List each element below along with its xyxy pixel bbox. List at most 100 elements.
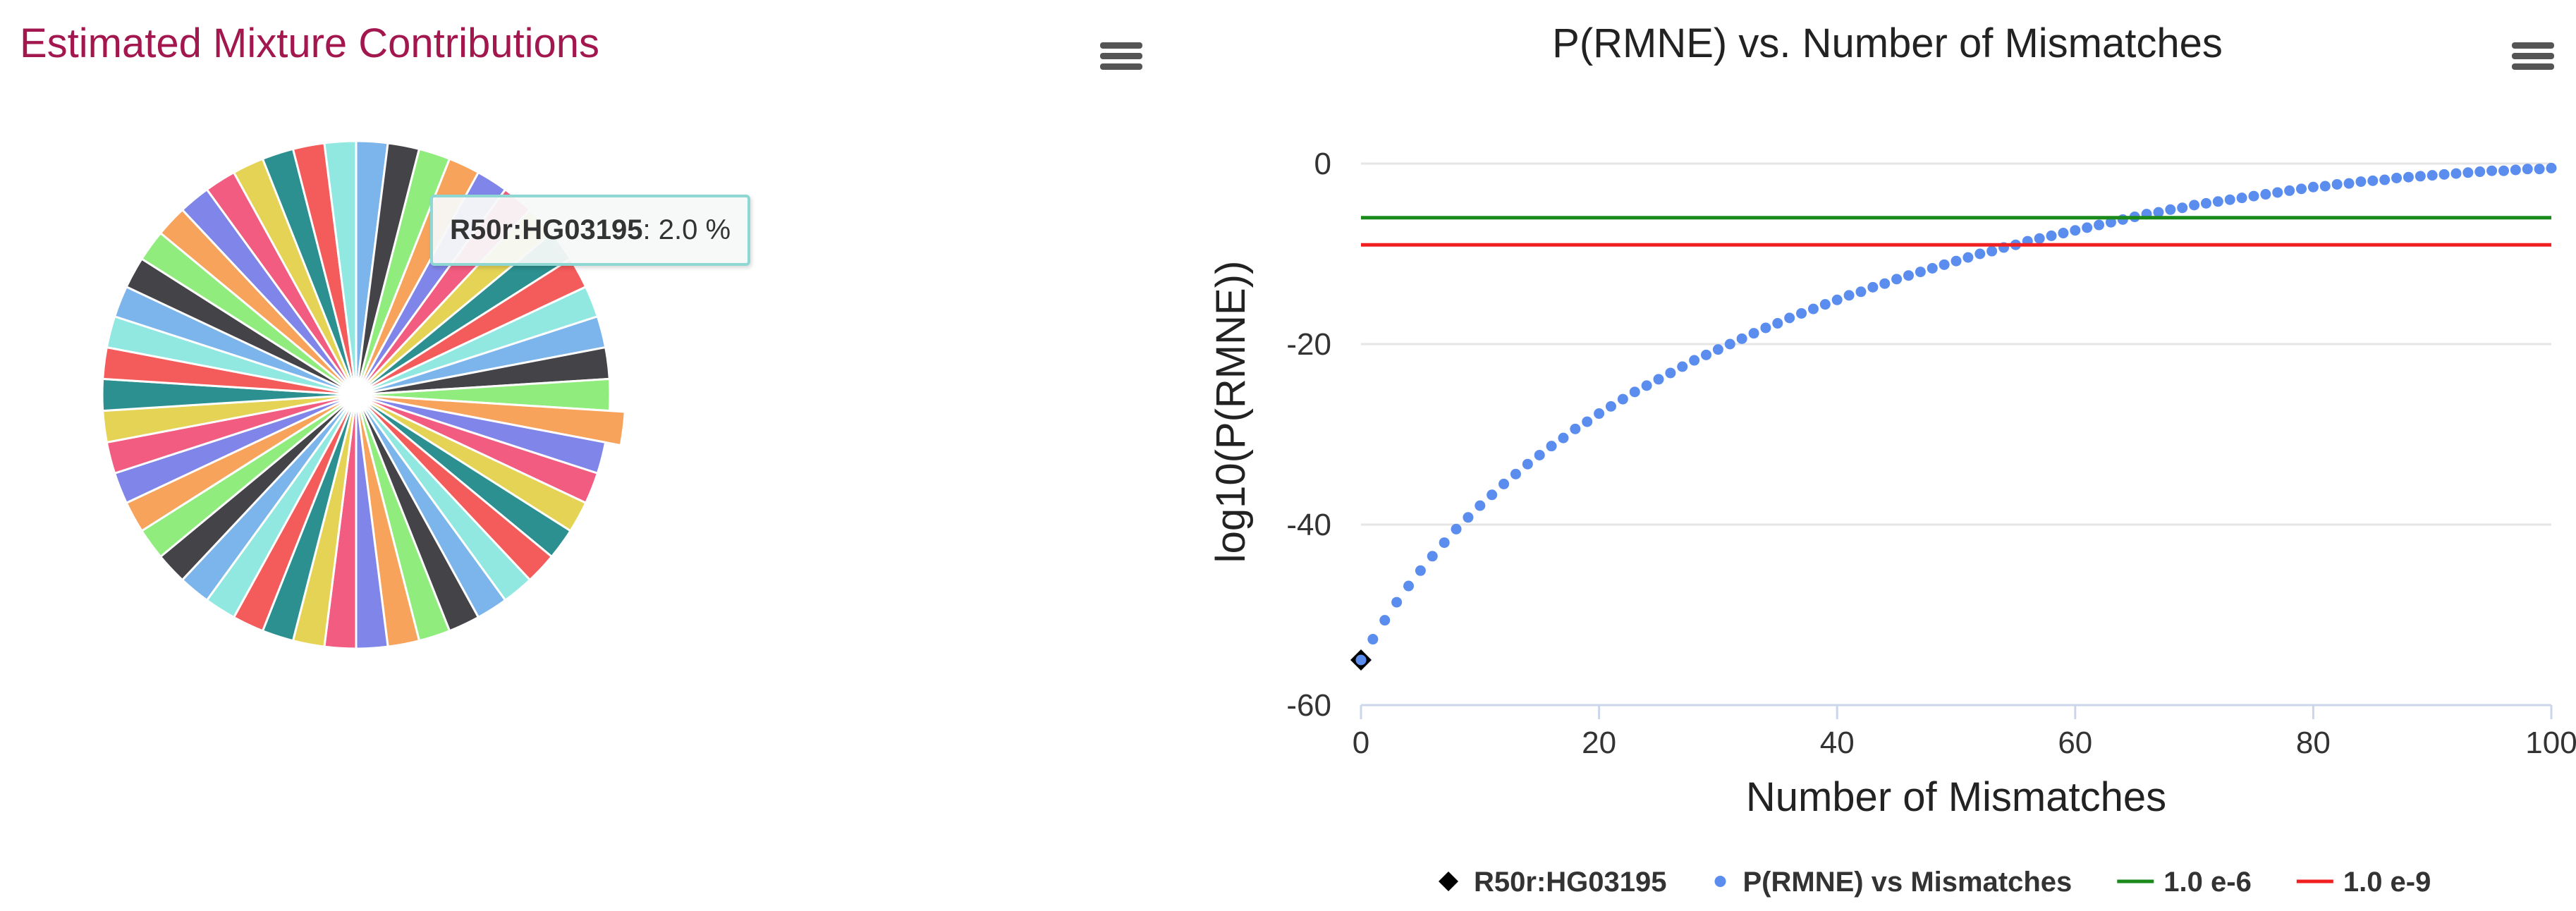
data-point[interactable] (2331, 178, 2343, 190)
data-point[interactable] (1712, 344, 1723, 355)
data-point[interactable] (2438, 169, 2450, 180)
data-point[interactable] (1415, 565, 1426, 576)
data-point[interactable] (1689, 355, 1700, 366)
data-point[interactable] (2212, 196, 2223, 207)
data-point[interactable] (1843, 290, 1855, 301)
data-point[interactable] (1629, 386, 1640, 398)
data-point[interactable] (1962, 252, 1974, 263)
data-point[interactable] (1570, 423, 1581, 434)
data-point[interactable] (1522, 458, 1533, 470)
data-point[interactable] (1653, 374, 1664, 385)
data-point[interactable] (2189, 200, 2200, 211)
data-point[interactable] (2153, 207, 2164, 218)
data-point[interactable] (2415, 171, 2426, 182)
data-point[interactable] (1724, 338, 1735, 350)
data-point[interactable] (2462, 167, 2474, 178)
data-point[interactable] (2522, 164, 2533, 175)
data-point[interactable] (1487, 489, 1498, 501)
data-point[interactable] (2082, 222, 2093, 233)
data-point[interactable] (1796, 307, 1807, 319)
data-point[interactable] (2379, 174, 2391, 185)
data-point[interactable] (2474, 166, 2486, 178)
data-point[interactable] (2236, 192, 2247, 204)
data-point[interactable] (2427, 170, 2438, 181)
data-point[interactable] (1784, 312, 1795, 324)
data-point[interactable] (2117, 214, 2128, 225)
data-point[interactable] (2343, 178, 2355, 189)
data-point[interactable] (1891, 274, 1903, 285)
data-point[interactable] (2165, 204, 2176, 215)
data-point[interactable] (1915, 267, 1926, 278)
data-point[interactable] (2510, 164, 2521, 176)
data-point[interactable] (1831, 294, 1843, 305)
data-point[interactable] (2284, 185, 2295, 196)
data-point[interactable] (2094, 219, 2105, 231)
data-point[interactable] (1867, 281, 1879, 293)
data-point[interactable] (2319, 181, 2331, 192)
data-point[interactable] (1748, 328, 1759, 339)
data-point[interactable] (1617, 393, 1628, 405)
data-point[interactable] (2391, 172, 2403, 183)
legend-item[interactable]: 1.0 e-9 (2296, 867, 2431, 898)
data-point[interactable] (2355, 176, 2367, 188)
hamburger-menu-icon[interactable] (2512, 39, 2554, 73)
data-point[interactable] (1355, 654, 1367, 666)
data-point[interactable] (1510, 468, 1521, 479)
data-point[interactable] (1986, 245, 1998, 257)
data-point[interactable] (1367, 634, 1379, 645)
legend-item[interactable]: 1.0 e-6 (2117, 867, 2252, 898)
data-point[interactable] (1951, 255, 1962, 267)
data-point[interactable] (1427, 551, 1438, 562)
data-point[interactable] (1677, 361, 1688, 372)
data-point[interactable] (1439, 537, 1450, 549)
data-point[interactable] (2450, 168, 2462, 179)
data-point[interactable] (2046, 230, 2057, 241)
data-point[interactable] (2248, 190, 2259, 202)
data-point[interactable] (1582, 416, 1593, 427)
data-point[interactable] (1391, 597, 1403, 608)
data-point[interactable] (2034, 233, 2045, 244)
data-point[interactable] (2058, 228, 2069, 239)
data-point[interactable] (1903, 270, 1914, 281)
data-point[interactable] (2105, 216, 2116, 228)
data-point[interactable] (2307, 181, 2319, 192)
data-point[interactable] (2296, 183, 2307, 195)
data-point[interactable] (1451, 523, 1462, 534)
data-point[interactable] (1939, 259, 1950, 270)
data-point[interactable] (2486, 165, 2498, 176)
hamburger-menu-icon[interactable] (1100, 39, 1142, 73)
data-point[interactable] (1927, 262, 1938, 274)
data-point[interactable] (1403, 580, 1415, 592)
data-point[interactable] (1879, 278, 1891, 289)
data-point[interactable] (2070, 225, 2081, 236)
data-point[interactable] (1736, 333, 1747, 344)
data-point[interactable] (2272, 187, 2283, 198)
data-point[interactable] (1605, 401, 1616, 412)
data-point[interactable] (2367, 175, 2379, 186)
data-point[interactable] (1475, 500, 1486, 511)
data-point[interactable] (1701, 349, 1712, 360)
data-point[interactable] (1974, 248, 1986, 259)
data-point[interactable] (2224, 194, 2235, 205)
data-point[interactable] (1760, 322, 1771, 334)
data-point[interactable] (1807, 303, 1819, 314)
data-point[interactable] (1546, 441, 1557, 452)
legend-item[interactable]: R50r:HG03195 (1439, 867, 1667, 898)
data-point[interactable] (2546, 162, 2557, 173)
data-point[interactable] (2177, 202, 2188, 214)
data-point[interactable] (1594, 408, 1605, 420)
data-point[interactable] (1379, 615, 1391, 626)
data-point[interactable] (1772, 318, 1783, 329)
data-point[interactable] (1819, 299, 1831, 310)
data-point[interactable] (2403, 171, 2414, 183)
data-point[interactable] (2498, 165, 2509, 176)
pie-slice[interactable] (323, 140, 358, 396)
data-point[interactable] (1463, 512, 1474, 523)
data-point[interactable] (1534, 449, 1545, 460)
legend-item[interactable]: P(RMNE) vs Mismatches (1714, 867, 2073, 898)
data-point[interactable] (1558, 432, 1569, 444)
data-point[interactable] (2200, 197, 2211, 209)
data-point[interactable] (1498, 478, 1510, 489)
data-point[interactable] (1641, 380, 1652, 391)
data-point[interactable] (2534, 164, 2545, 175)
